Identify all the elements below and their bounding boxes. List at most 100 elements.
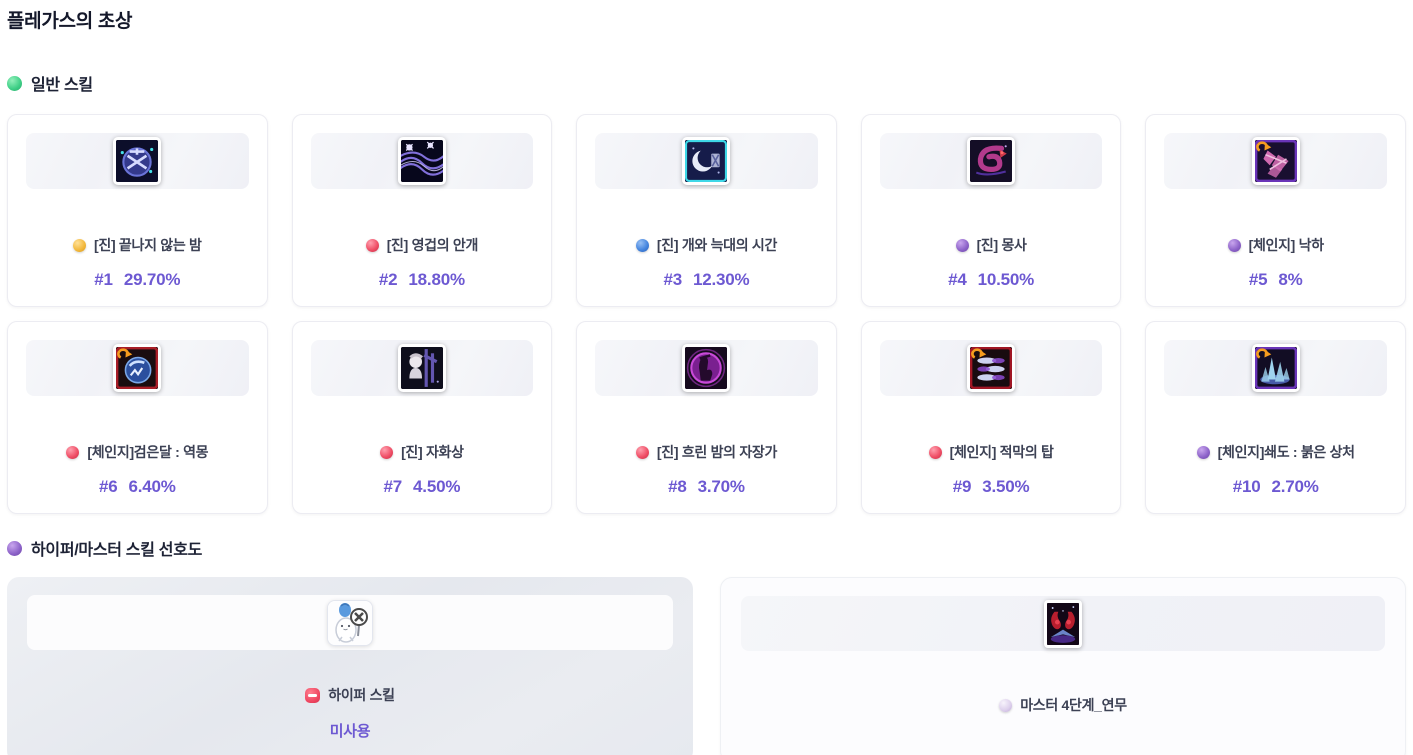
skill-icon-area	[879, 340, 1103, 396]
skill-name-row: [진] 자화상	[380, 442, 464, 462]
grade-dot-icon	[66, 445, 80, 459]
rank-percent: 29.70%	[123, 270, 181, 289]
skill-name-row: [진] 개와 늑대의 시간	[635, 235, 777, 255]
grade-dot-icon	[1196, 445, 1210, 459]
skill-grid: [진] 끝나지 않는 밤 #1 29.70% [진] 영겁의 안개 #2 18.…	[7, 114, 1406, 514]
grade-dot-icon	[635, 238, 649, 252]
skill-card: [진] 흐린 밤의 자장가 #8 3.70%	[576, 321, 837, 514]
skill-name-row: [체인지] 낙하	[1227, 235, 1325, 255]
section-label: 하이퍼/마스터 스킬 선호도	[31, 542, 203, 559]
skill-name: [진] 영겁의 안개	[386, 237, 479, 253]
skill-icon-area	[26, 340, 249, 396]
grade-dot-icon	[928, 445, 942, 459]
hyper-label-row: 하이퍼 스킬	[305, 685, 395, 705]
skill-name: [진] 자화상	[401, 444, 464, 460]
skill-name: [진] 흐린 밤의 자장가	[656, 444, 778, 460]
moon-hourglass-icon	[682, 137, 731, 185]
skill-rank-row: #7 4.50%	[384, 477, 461, 497]
skill-name-row: [진] 몽사	[955, 235, 1027, 255]
skill-rank-row: #4 10.50%	[948, 270, 1034, 290]
skill-icon-area	[26, 133, 249, 189]
skill-rank-row: #5 8%	[1249, 270, 1303, 290]
skill-card: [진] 몽사 #4 10.50%	[860, 114, 1122, 307]
self-portrait-icon	[397, 344, 446, 392]
skill-card: [진] 개와 늑대의 시간 #3 12.30%	[576, 114, 837, 307]
black-moon-orb-icon	[113, 344, 162, 392]
green-dot-icon	[7, 75, 22, 91]
rank-percent: 8%	[1278, 270, 1303, 289]
skill-rank-row: #2 18.80%	[379, 270, 465, 290]
skill-name: [체인지] 낙하	[1248, 237, 1325, 253]
rank-number: #7	[383, 477, 403, 496]
skill-rank-row: #3 12.30%	[664, 270, 750, 290]
night-lullaby-silhouette-icon	[682, 344, 731, 392]
rank-number: #6	[98, 477, 118, 496]
grade-dot-icon	[365, 238, 379, 252]
skill-rank-row: #1 29.70%	[94, 270, 180, 290]
skill-rank-row: #8 3.70%	[668, 477, 745, 497]
hyper-icon-area	[27, 595, 673, 650]
skill-card: [체인지]쇄도 : 붉은 상처 #10 2.70%	[1145, 321, 1406, 514]
rank-percent: 18.80%	[408, 270, 465, 289]
hyper-skill-label: 하이퍼 스킬	[328, 687, 395, 703]
rank-number: #3	[663, 270, 683, 289]
falling-shards-icon	[1251, 137, 1300, 185]
master-skill-label: 마스터 4단계_연무	[1020, 697, 1127, 713]
master-skill-panel: 마스터 4단계_연무	[720, 577, 1406, 755]
section-header-hyper-master: 하이퍼/마스터 스킬 선호도	[7, 536, 1406, 560]
eternal-mist-icon	[397, 137, 446, 185]
skill-card: [진] 자화상 #7 4.50%	[291, 321, 553, 514]
skill-name: [진] 끝나지 않는 밤	[94, 237, 202, 253]
skill-icon-area	[1164, 133, 1387, 189]
rank-percent: 2.70%	[1271, 477, 1319, 496]
crimson-moth-mist-icon	[1044, 599, 1082, 648]
mascot-no-sign-icon	[327, 599, 373, 646]
skill-name: [체인지]검은달 : 역몽	[87, 444, 209, 460]
skill-name-row: [체인지] 적막의 탑	[928, 442, 1054, 462]
rank-percent: 3.70%	[697, 477, 745, 496]
purple-dot-icon	[7, 540, 22, 556]
skill-name: [체인지]쇄도 : 붉은 상처	[1217, 444, 1355, 460]
rank-number: #8	[668, 477, 687, 496]
skill-card: [진] 영겁의 안개 #2 18.80%	[291, 114, 553, 307]
endless-night-emblem-icon	[113, 137, 162, 185]
hyper-master-grid: 하이퍼 스킬 미사용 마스터 4단계_연무	[7, 577, 1406, 755]
skill-icon-area	[310, 133, 534, 189]
skill-rank-row: #9 3.50%	[953, 477, 1030, 497]
rank-number: #1	[94, 270, 113, 289]
skill-name: [진] 몽사	[976, 237, 1027, 253]
grade-dot-icon	[73, 238, 87, 252]
skill-card: [진] 끝나지 않는 밤 #1 29.70%	[7, 114, 268, 307]
rank-percent: 6.40%	[128, 477, 176, 496]
skill-name-row: [진] 영겁의 안개	[365, 235, 479, 255]
grade-dot-icon	[380, 445, 394, 459]
rank-percent: 12.30%	[693, 270, 750, 289]
skill-name-row: [진] 흐린 밤의 자장가	[635, 442, 778, 462]
master-label-row: 마스터 4단계_연무	[999, 695, 1127, 715]
grimacing-red-face-emoji	[305, 687, 321, 703]
skill-card: [체인지]검은달 : 역몽 #6 6.40%	[7, 321, 268, 514]
grade-dot-icon	[635, 445, 649, 459]
rank-percent: 10.50%	[977, 270, 1035, 289]
page-title: 플레가스의 초상	[7, 11, 133, 32]
hyper-skill-value: 미사용	[329, 723, 371, 740]
skill-rank-row: #6 6.40%	[99, 477, 176, 497]
skill-rank-row: #10 2.70%	[1233, 477, 1319, 497]
skill-name-row: [체인지]쇄도 : 붉은 상처	[1196, 442, 1355, 462]
dream-serpent-icon	[967, 137, 1016, 185]
rank-percent: 4.50%	[413, 477, 461, 496]
skill-name-row: [진] 끝나지 않는 밤	[73, 235, 202, 255]
section-header-normal-skills: 일반 스킬	[7, 71, 1406, 95]
rank-number: #10	[1232, 477, 1261, 496]
pale-purple-dot-icon	[999, 698, 1013, 712]
rank-number: #4	[948, 270, 967, 289]
skill-icon-area	[310, 340, 534, 396]
skill-icon-area	[879, 133, 1103, 189]
hyper-skill-panel: 하이퍼 스킬 미사용	[7, 577, 693, 755]
rank-number: #2	[378, 270, 398, 289]
rank-number: #5	[1248, 270, 1268, 289]
skill-icon-area	[1164, 340, 1387, 396]
skill-icon-area	[595, 340, 818, 396]
skill-card: [체인지] 적막의 탑 #9 3.50%	[860, 321, 1122, 514]
